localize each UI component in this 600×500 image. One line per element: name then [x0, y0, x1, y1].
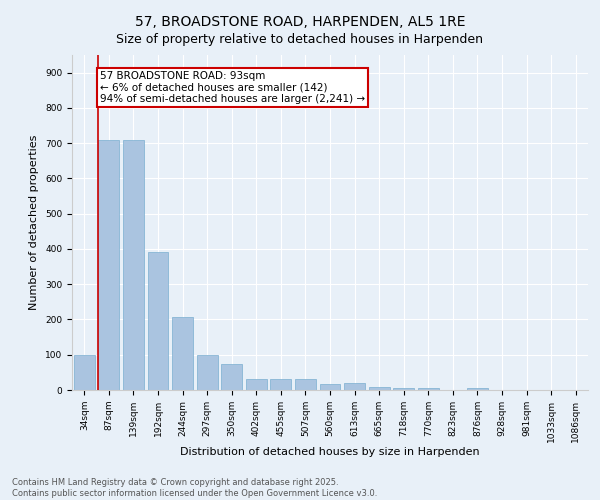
Bar — [148, 252, 169, 390]
Bar — [172, 317, 193, 390]
Bar — [467, 388, 488, 390]
X-axis label: Distribution of detached houses by size in Harpenden: Distribution of detached houses by size … — [180, 448, 480, 458]
Bar — [320, 384, 340, 390]
Bar — [295, 380, 316, 390]
Text: 57 BROADSTONE ROAD: 93sqm
← 6% of detached houses are smaller (142)
94% of semi-: 57 BROADSTONE ROAD: 93sqm ← 6% of detach… — [100, 71, 365, 104]
Bar — [123, 140, 144, 390]
Bar — [344, 383, 365, 390]
Text: 57, BROADSTONE ROAD, HARPENDEN, AL5 1RE: 57, BROADSTONE ROAD, HARPENDEN, AL5 1RE — [135, 15, 465, 29]
Bar — [197, 356, 218, 390]
Text: Size of property relative to detached houses in Harpenden: Size of property relative to detached ho… — [116, 32, 484, 46]
Bar — [98, 140, 119, 390]
Bar — [393, 388, 414, 390]
Text: Contains HM Land Registry data © Crown copyright and database right 2025.
Contai: Contains HM Land Registry data © Crown c… — [12, 478, 377, 498]
Y-axis label: Number of detached properties: Number of detached properties — [29, 135, 40, 310]
Bar — [74, 354, 95, 390]
Bar — [418, 388, 439, 390]
Bar — [246, 380, 267, 390]
Bar — [221, 364, 242, 390]
Bar — [271, 380, 292, 390]
Bar — [368, 387, 389, 390]
